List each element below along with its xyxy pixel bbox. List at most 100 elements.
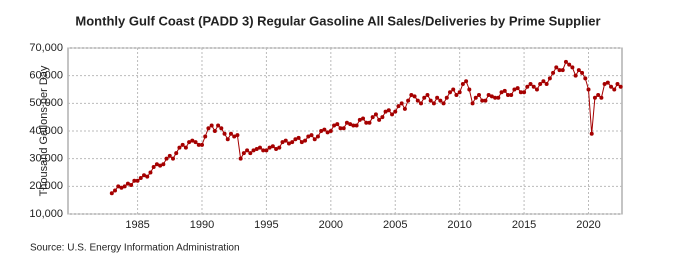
data-point xyxy=(261,148,266,153)
data-point xyxy=(338,126,343,131)
data-point xyxy=(377,117,382,122)
data-point xyxy=(209,123,214,128)
data-point xyxy=(390,112,395,117)
data-point xyxy=(132,178,137,183)
data-point xyxy=(592,95,597,100)
data-point xyxy=(180,142,185,147)
data-point xyxy=(190,138,195,143)
data-point xyxy=(402,106,407,111)
x-tick-label: 1995 xyxy=(254,219,278,231)
data-point xyxy=(135,178,140,183)
data-point xyxy=(383,109,388,114)
data-point xyxy=(370,115,375,120)
data-point xyxy=(315,134,320,139)
data-point xyxy=(309,133,314,138)
data-point xyxy=(270,144,275,149)
data-point xyxy=(534,87,539,92)
data-point xyxy=(183,145,188,150)
data-point xyxy=(493,95,498,100)
data-point xyxy=(332,123,337,128)
data-point xyxy=(396,104,401,109)
data-point xyxy=(119,185,124,190)
data-point xyxy=(286,141,291,146)
data-point xyxy=(412,94,417,99)
data-point xyxy=(460,81,465,86)
data-point xyxy=(238,156,243,161)
data-point xyxy=(422,95,427,100)
data-point xyxy=(615,81,620,86)
data-point xyxy=(344,120,349,125)
y-tick-label: 70,000 xyxy=(29,42,63,54)
data-point xyxy=(528,81,533,86)
data-point xyxy=(393,109,398,114)
data-point xyxy=(563,59,568,64)
data-point xyxy=(299,140,304,145)
x-tick-label: 2010 xyxy=(447,219,471,231)
data-point xyxy=(505,93,510,98)
data-point xyxy=(116,184,121,189)
data-point xyxy=(551,70,556,75)
data-point xyxy=(512,87,517,92)
data-point xyxy=(612,87,617,92)
data-point xyxy=(509,93,514,98)
data-point xyxy=(473,95,478,100)
data-point xyxy=(283,138,288,143)
data-point xyxy=(257,145,262,150)
data-point xyxy=(264,148,269,153)
data-point xyxy=(486,93,491,98)
data-point xyxy=(151,164,156,169)
data-point xyxy=(541,79,546,84)
x-tick-label: 2015 xyxy=(512,219,536,231)
data-point xyxy=(167,153,172,158)
data-point xyxy=(280,140,285,145)
data-point xyxy=(171,156,176,161)
data-point xyxy=(212,129,217,133)
data-point xyxy=(274,146,279,151)
data-point xyxy=(203,134,208,139)
y-axis-label: Thousand Gallons per Day xyxy=(38,65,50,196)
data-point xyxy=(457,90,462,95)
data-point xyxy=(373,112,378,117)
data-point xyxy=(557,68,562,73)
data-point xyxy=(580,70,585,75)
data-point xyxy=(531,84,536,89)
data-point xyxy=(454,93,459,98)
data-point xyxy=(251,148,256,153)
source-note: Source: U.S. Energy Information Administ… xyxy=(30,243,240,254)
x-tick-label: 1985 xyxy=(125,219,149,231)
data-point xyxy=(602,81,607,86)
data-point xyxy=(438,98,443,103)
data-point xyxy=(335,122,340,127)
data-point xyxy=(518,90,523,95)
x-tick-label: 1990 xyxy=(190,219,214,231)
data-point xyxy=(451,87,456,92)
data-point xyxy=(496,95,501,100)
data-point xyxy=(480,98,485,103)
data-point xyxy=(306,134,311,139)
data-point xyxy=(605,80,610,85)
data-point xyxy=(322,127,327,132)
data-point xyxy=(142,173,147,178)
data-point xyxy=(576,68,581,73)
data-point xyxy=(431,101,436,106)
data-point xyxy=(435,95,440,100)
data-point xyxy=(158,163,163,168)
data-point xyxy=(145,174,150,179)
data-point xyxy=(547,76,552,81)
data-point xyxy=(441,101,446,106)
data-point xyxy=(161,162,166,167)
data-point xyxy=(467,87,472,92)
data-point xyxy=(248,151,253,156)
data-point xyxy=(187,140,192,145)
data-point xyxy=(325,130,330,135)
data-point xyxy=(525,84,530,89)
data-point xyxy=(464,79,469,84)
data-point xyxy=(351,123,356,128)
data-point xyxy=(241,151,246,156)
data-point xyxy=(225,137,230,142)
data-point xyxy=(399,101,404,106)
data-point xyxy=(361,116,366,121)
data-point xyxy=(567,62,572,67)
data-point xyxy=(113,188,118,193)
data-point xyxy=(515,86,520,91)
